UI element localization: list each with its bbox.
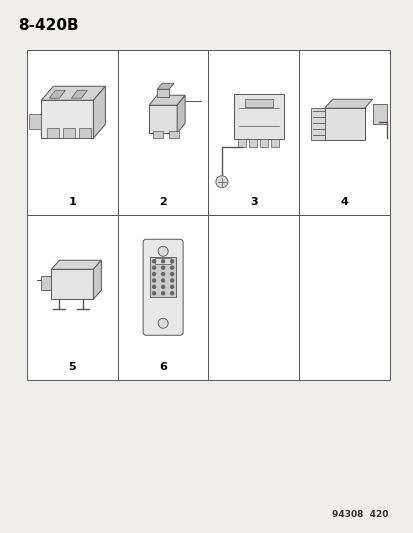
- Text: 6: 6: [159, 362, 167, 372]
- Bar: [244, 99, 272, 107]
- Bar: [155, 259, 171, 264]
- Circle shape: [170, 285, 173, 288]
- Text: 4: 4: [340, 197, 348, 207]
- Bar: [237, 139, 245, 147]
- Bar: [233, 94, 283, 139]
- Polygon shape: [29, 114, 41, 129]
- Bar: [41, 100, 93, 138]
- Circle shape: [158, 246, 168, 256]
- Circle shape: [170, 266, 173, 269]
- Circle shape: [161, 266, 164, 269]
- Polygon shape: [51, 260, 101, 269]
- Bar: [208, 215, 299, 380]
- Bar: [310, 108, 324, 140]
- Circle shape: [170, 279, 173, 282]
- Circle shape: [161, 292, 164, 295]
- Circle shape: [161, 272, 164, 276]
- Text: 2: 2: [159, 197, 166, 207]
- Bar: [153, 131, 163, 138]
- Circle shape: [161, 285, 164, 288]
- Polygon shape: [177, 95, 185, 133]
- Polygon shape: [149, 95, 185, 105]
- Bar: [299, 50, 389, 215]
- Bar: [150, 257, 176, 297]
- Bar: [47, 128, 59, 138]
- Polygon shape: [93, 86, 105, 138]
- Bar: [169, 131, 179, 138]
- FancyBboxPatch shape: [143, 239, 183, 335]
- Circle shape: [152, 272, 155, 276]
- Circle shape: [152, 260, 155, 263]
- Bar: [117, 50, 208, 215]
- Bar: [27, 50, 117, 215]
- Polygon shape: [93, 260, 101, 299]
- Bar: [324, 108, 364, 140]
- Circle shape: [161, 279, 164, 282]
- Circle shape: [170, 292, 173, 295]
- Circle shape: [152, 266, 155, 269]
- Bar: [259, 139, 267, 147]
- Bar: [41, 276, 51, 290]
- Bar: [51, 269, 93, 299]
- Bar: [248, 139, 256, 147]
- Text: 94308  420: 94308 420: [331, 510, 387, 519]
- Bar: [270, 139, 278, 147]
- Polygon shape: [157, 83, 174, 89]
- Text: 8-420B: 8-420B: [18, 18, 78, 33]
- Polygon shape: [324, 99, 372, 108]
- Bar: [79, 128, 91, 138]
- Circle shape: [161, 260, 164, 263]
- Text: 1: 1: [68, 197, 76, 207]
- Bar: [149, 105, 177, 133]
- Bar: [157, 89, 169, 97]
- Text: 5: 5: [69, 362, 76, 372]
- Polygon shape: [41, 86, 105, 100]
- Circle shape: [152, 285, 155, 288]
- Polygon shape: [49, 90, 65, 98]
- Text: 3: 3: [249, 197, 257, 207]
- Circle shape: [152, 279, 155, 282]
- Bar: [27, 215, 117, 380]
- Circle shape: [158, 318, 168, 328]
- Bar: [299, 215, 389, 380]
- Circle shape: [170, 272, 173, 276]
- Circle shape: [170, 260, 173, 263]
- Polygon shape: [71, 90, 87, 98]
- Bar: [208, 50, 299, 215]
- Circle shape: [215, 176, 227, 188]
- Bar: [372, 104, 386, 124]
- Bar: [117, 215, 208, 380]
- Circle shape: [152, 292, 155, 295]
- Bar: [63, 128, 75, 138]
